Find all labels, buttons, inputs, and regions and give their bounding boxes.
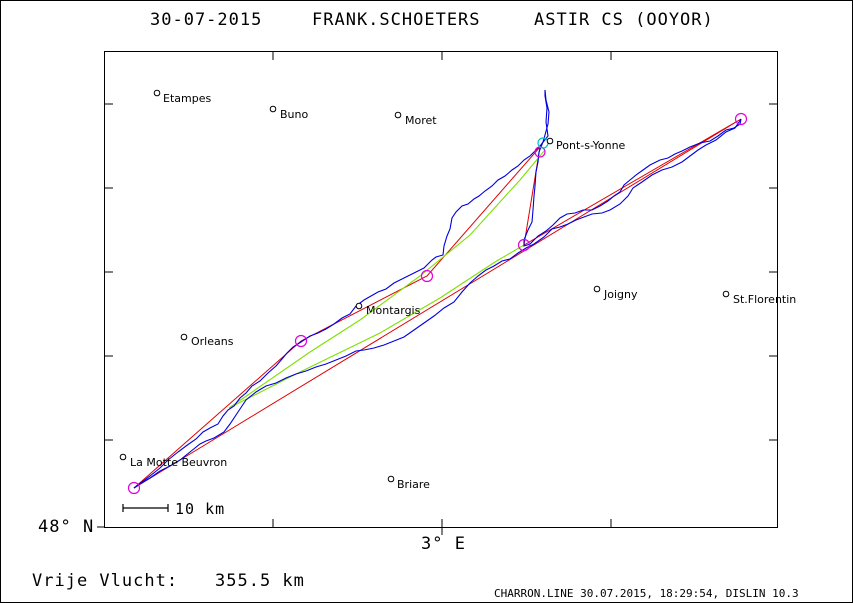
town-marker (546, 137, 554, 145)
longitude-label: 3° E (421, 534, 466, 554)
town-label: Etampes (163, 92, 211, 105)
pilot-name: FRANK.SCHOETERS (312, 10, 481, 30)
turnpoint-marker (420, 269, 434, 283)
town-label: Briare (397, 478, 430, 491)
town-labels: Etampes Buno Moret Pont-s-Yonne Montargi… (119, 89, 796, 491)
town-marker (394, 111, 402, 119)
track-return-south (523, 89, 742, 247)
flight-track (133, 89, 742, 489)
turnpoint-marker (734, 112, 748, 126)
axis-ticks (97, 52, 777, 535)
map-frame (104, 51, 778, 528)
town-label: La Motte Beuvron (130, 456, 227, 469)
town-label: Orleans (191, 335, 234, 348)
town-marker (387, 475, 395, 483)
town-marker (355, 302, 363, 310)
track-final-glide (133, 118, 742, 489)
turnpoints (127, 112, 748, 495)
town-marker (153, 89, 161, 97)
track-outbound (133, 90, 549, 489)
footer-info: CHARRON.LINE 30.07.2015, 18:29:54, DISLI… (494, 587, 799, 600)
turnpoint-marker (127, 481, 141, 495)
alt-track-south (228, 244, 525, 409)
town-label: Moret (405, 114, 437, 127)
task-route (133, 118, 742, 489)
town-marker (593, 285, 601, 293)
task-lines (133, 118, 742, 489)
turnpoint-marker (517, 238, 531, 252)
latitude-label: 48° N (38, 517, 94, 537)
alt-track (228, 149, 546, 409)
town-marker (722, 290, 730, 298)
distance-label: Vrije Vlucht: (32, 571, 178, 591)
town-label: Montargis (366, 304, 421, 317)
alt-track-north (228, 149, 546, 409)
turnpoint-marker (294, 334, 308, 348)
scale-bar: 10 km (122, 500, 225, 518)
town-label: Joigny (603, 288, 638, 301)
town-label: St.Florentin (733, 293, 796, 306)
distance-value: 355.5 km (215, 571, 305, 591)
scale-bar-label: 10 km (175, 500, 225, 518)
town-label: Pont-s-Yonne (556, 139, 626, 152)
glider-id: ASTIR CS (OOYOR) (534, 10, 714, 30)
town-label: Buno (280, 108, 308, 121)
town-marker (119, 453, 127, 461)
town-marker (180, 333, 188, 341)
town-marker (269, 105, 277, 113)
flight-date: 30-07-2015 (150, 10, 262, 30)
